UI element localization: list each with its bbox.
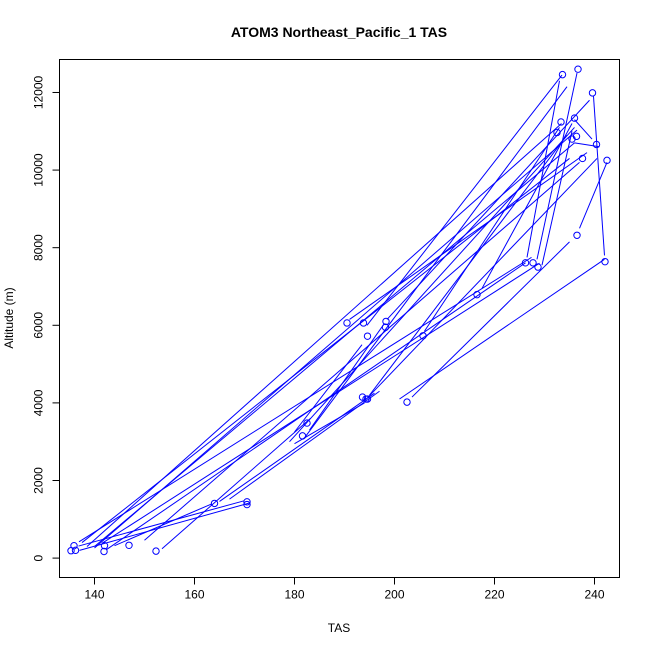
series-line-segment [289, 127, 575, 443]
series-line-segment [364, 158, 598, 402]
y-tick-label: 8000 [32, 234, 46, 261]
series-line-segment [114, 503, 213, 547]
data-point [529, 259, 537, 267]
data-point [573, 231, 581, 239]
x-axis: 140 160 180 200 220 240 [84, 577, 605, 602]
series-line-segment [399, 258, 605, 400]
data-point [343, 319, 351, 327]
data-point [359, 319, 368, 327]
y-axis: 0 2000 4000 6000 8000 10000 12000 [32, 75, 60, 561]
data-point [125, 541, 133, 549]
y-tick-label: 12000 [32, 75, 46, 109]
x-tick-label: 240 [584, 588, 604, 602]
series-line-segment [593, 96, 605, 256]
series-line-segment [541, 131, 573, 266]
series-line-segment [294, 402, 365, 445]
data-point [363, 332, 372, 340]
data-point [574, 65, 582, 73]
data-point [210, 499, 219, 508]
x-tick-label: 160 [184, 588, 204, 602]
data-point [521, 259, 530, 267]
plot-frame [59, 59, 620, 578]
series-line-segment [144, 161, 580, 541]
data-point [570, 114, 579, 122]
data-point [558, 70, 567, 79]
series-line-segment [304, 86, 568, 439]
y-tick-label: 0 [32, 554, 46, 561]
data-point [572, 132, 581, 141]
data-point [363, 395, 372, 403]
data-point [403, 398, 411, 406]
data-point [534, 263, 542, 271]
y-tick-label: 10000 [32, 153, 46, 187]
data-point [303, 419, 311, 427]
y-tick-label: 4000 [32, 389, 46, 416]
x-tick-label: 140 [84, 588, 104, 602]
data-point [358, 393, 367, 401]
series-line-segment [574, 142, 600, 148]
series-line-segment [78, 256, 532, 543]
data-point [419, 332, 427, 340]
data-point [243, 500, 251, 509]
data-point [243, 498, 251, 506]
data-point [381, 323, 390, 331]
series-line-segment [219, 392, 375, 502]
x-tick-label: 200 [384, 588, 404, 602]
series-line-segment [424, 127, 560, 332]
data-point [152, 547, 160, 555]
data-point [601, 257, 609, 266]
data-point [603, 156, 611, 165]
series-line-segment [366, 74, 563, 326]
data-point [100, 541, 109, 550]
data-point [382, 317, 390, 326]
series-line-segment [349, 152, 588, 320]
x-axis-label: TAS [328, 621, 350, 635]
x-tick-label: 220 [484, 588, 504, 602]
series-line-segment [294, 344, 363, 433]
chart-title: ATOM3 Northeast_Pacific_1 TAS [231, 24, 447, 40]
series-line-segment [481, 123, 573, 289]
series-line-segment [309, 323, 385, 431]
series-line-segment [574, 119, 593, 140]
series-line-segment [386, 99, 590, 320]
data-point [473, 290, 481, 299]
data-lines [78, 72, 608, 551]
series-line-segment [101, 262, 540, 544]
data-point [553, 128, 561, 137]
data-point [71, 546, 80, 555]
y-tick-label: 2000 [32, 467, 46, 494]
data-point [298, 432, 307, 440]
data-point [578, 154, 587, 163]
y-axis-label: Altitude (m) [2, 287, 16, 348]
series-line-segment [411, 241, 570, 398]
x-tick-label: 180 [284, 588, 304, 602]
data-points [67, 65, 611, 556]
series-line-segment [536, 72, 578, 260]
y-tick-label: 6000 [32, 312, 46, 339]
series-line-segment [94, 142, 575, 547]
data-point [100, 547, 108, 556]
series-line-segment [579, 162, 608, 229]
data-point [592, 140, 601, 149]
data-point [557, 118, 565, 126]
data-point [588, 89, 597, 97]
series-line-segment [161, 418, 311, 550]
data-point [70, 541, 78, 550]
series-line-segment [79, 502, 250, 551]
series-line-segment [526, 80, 560, 258]
